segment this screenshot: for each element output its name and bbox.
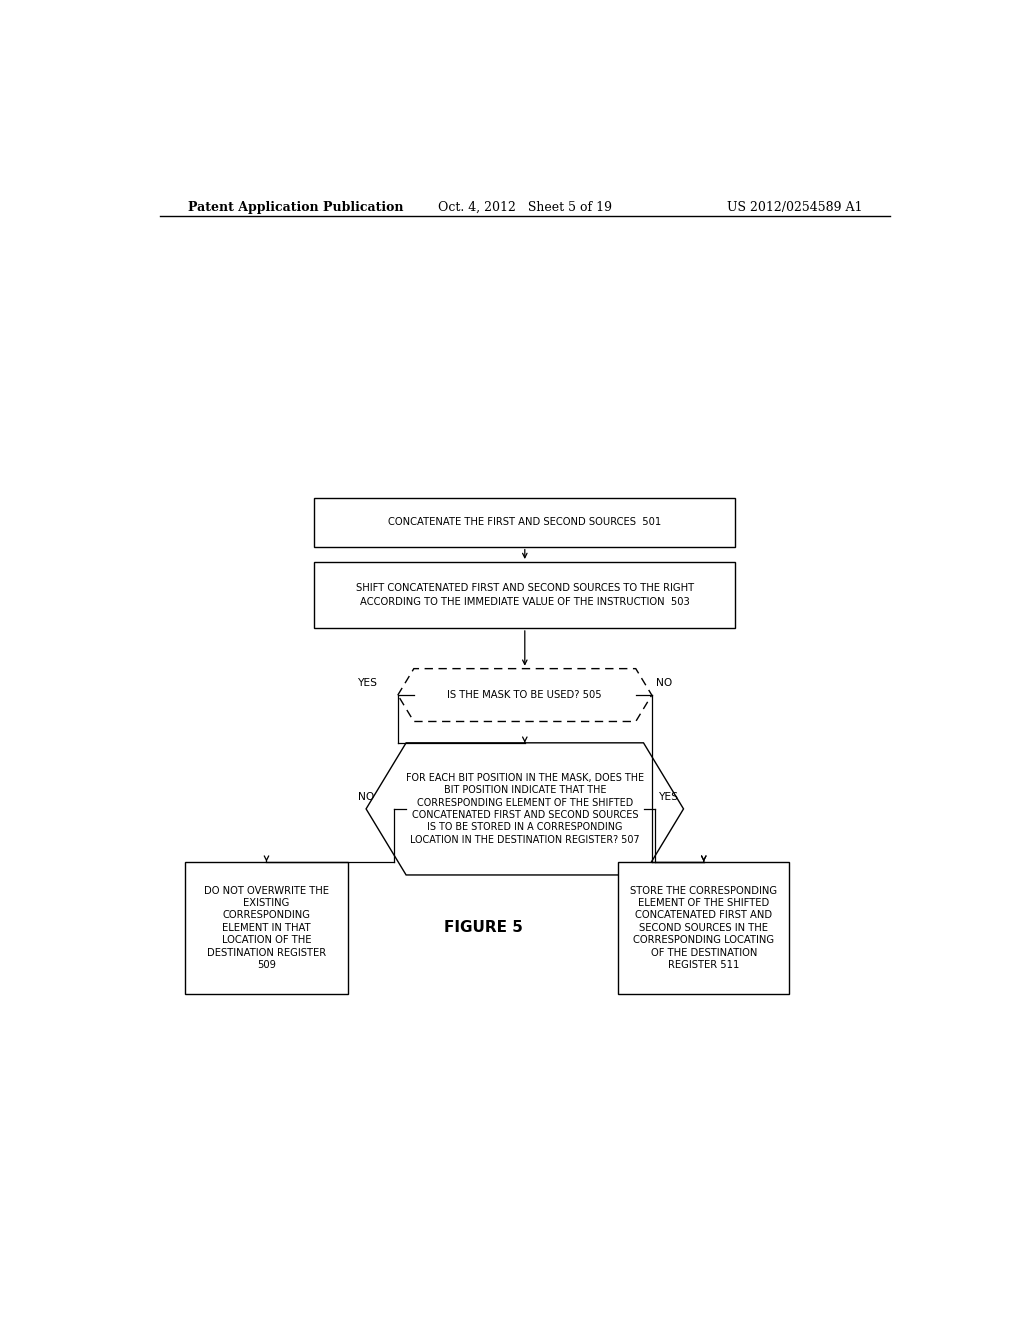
Text: CONCATENATE THE FIRST AND SECOND SOURCES  501: CONCATENATE THE FIRST AND SECOND SOURCES… xyxy=(388,517,662,527)
Text: Patent Application Publication: Patent Application Publication xyxy=(187,201,403,214)
Text: YES: YES xyxy=(358,678,378,688)
Text: YES: YES xyxy=(659,792,679,801)
Text: FIGURE 5: FIGURE 5 xyxy=(443,920,522,936)
Text: NO: NO xyxy=(655,678,672,688)
Text: IS THE MASK TO BE USED? 505: IS THE MASK TO BE USED? 505 xyxy=(447,690,602,700)
Text: Oct. 4, 2012   Sheet 5 of 19: Oct. 4, 2012 Sheet 5 of 19 xyxy=(438,201,611,214)
Bar xyxy=(314,498,735,546)
Bar xyxy=(618,862,790,994)
Bar xyxy=(185,862,348,994)
Text: FOR EACH BIT POSITION IN THE MASK, DOES THE
BIT POSITION INDICATE THAT THE
CORRE: FOR EACH BIT POSITION IN THE MASK, DOES … xyxy=(406,774,644,845)
Polygon shape xyxy=(367,743,684,875)
Text: US 2012/0254589 A1: US 2012/0254589 A1 xyxy=(727,201,862,214)
Text: STORE THE CORRESPONDING
ELEMENT OF THE SHIFTED
CONCATENATED FIRST AND
SECOND SOU: STORE THE CORRESPONDING ELEMENT OF THE S… xyxy=(630,886,777,970)
Text: NO: NO xyxy=(358,792,375,801)
Polygon shape xyxy=(397,669,652,722)
Bar xyxy=(314,562,735,628)
Text: SHIFT CONCATENATED FIRST AND SECOND SOURCES TO THE RIGHT
ACCORDING TO THE IMMEDI: SHIFT CONCATENATED FIRST AND SECOND SOUR… xyxy=(355,583,694,607)
Text: DO NOT OVERWRITE THE
EXISTING
CORRESPONDING
ELEMENT IN THAT
LOCATION OF THE
DEST: DO NOT OVERWRITE THE EXISTING CORRESPOND… xyxy=(204,886,329,970)
